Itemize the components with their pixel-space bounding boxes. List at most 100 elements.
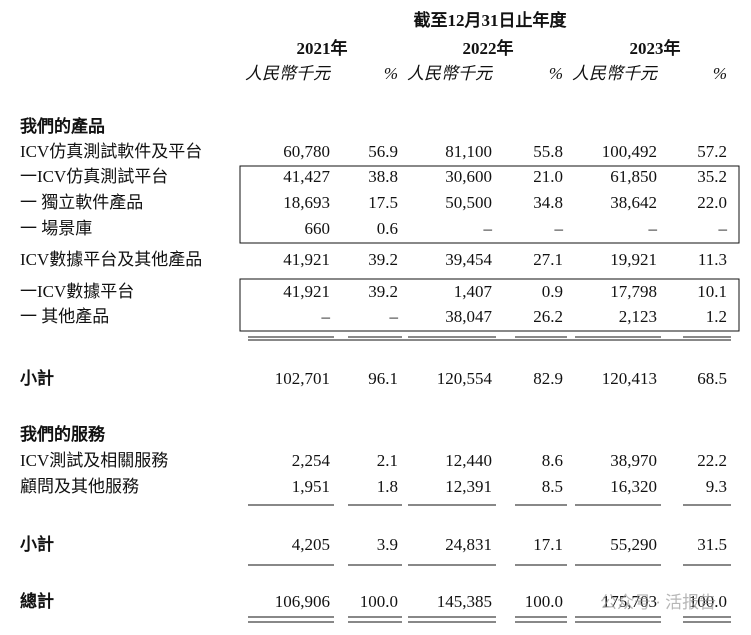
row-label: 我們的服務 xyxy=(20,424,106,444)
cell: 3.9 xyxy=(377,535,398,554)
cell: 17,798 xyxy=(610,282,657,301)
cell: 12,440 xyxy=(445,451,492,470)
row-label: 小計 xyxy=(20,368,54,388)
cell: 1.2 xyxy=(706,307,727,326)
cell: 55.8 xyxy=(533,142,563,161)
cell: 39.2 xyxy=(368,282,398,301)
cell: 8.5 xyxy=(542,477,563,496)
cell: 35.2 xyxy=(697,167,727,186)
cell: 22.2 xyxy=(697,451,727,470)
period-header: 截至12月31日止年度 xyxy=(414,10,568,30)
row-label: 一 場景庫 xyxy=(20,219,92,238)
cell: 82.9 xyxy=(533,369,563,388)
group-box xyxy=(239,165,740,244)
cell: 120,413 xyxy=(602,369,657,388)
unit-header: % xyxy=(384,64,398,83)
row-label: 一ICV數據平台 xyxy=(20,282,134,301)
cell: – xyxy=(321,307,331,326)
cell: 26.2 xyxy=(533,307,563,326)
unit-header: 人民幣千元 xyxy=(572,64,659,83)
unit-header: 人民幣千元 xyxy=(245,64,332,83)
row-label: 一 其他產品 xyxy=(20,307,109,326)
cell: 16,320 xyxy=(610,477,657,496)
cell: 9.3 xyxy=(706,477,727,496)
cell: 1,407 xyxy=(454,282,493,301)
cell: 145,385 xyxy=(437,592,492,611)
cell: 660 xyxy=(305,219,331,238)
cell: 17.1 xyxy=(533,535,563,554)
cell: 55,290 xyxy=(610,535,657,554)
cell: 41,427 xyxy=(283,167,330,186)
cell: – xyxy=(718,219,728,238)
cell: 0.6 xyxy=(377,219,398,238)
cell: 41,921 xyxy=(283,282,330,301)
row-label: ICV數據平台及其他產品 xyxy=(20,250,202,269)
cell: 22.0 xyxy=(697,193,727,212)
year-header: 2023年 xyxy=(630,38,681,58)
cell: 31.5 xyxy=(697,535,727,554)
cell: 120,554 xyxy=(437,369,493,388)
cell: – xyxy=(483,219,493,238)
cell: 2,123 xyxy=(619,307,657,326)
year-header: 2022年 xyxy=(463,38,514,58)
row-label: 一 獨立軟件產品 xyxy=(20,193,143,212)
cell: 81,100 xyxy=(445,142,492,161)
cell: 19,921 xyxy=(610,250,657,269)
cell: 38.8 xyxy=(368,167,398,186)
cell: 18,693 xyxy=(283,193,330,212)
cell: 100.0 xyxy=(360,592,398,611)
cell: 57.2 xyxy=(697,142,727,161)
cell: 34.8 xyxy=(533,193,563,212)
cell: 100.0 xyxy=(689,592,727,611)
cell: 102,701 xyxy=(275,369,330,388)
cell: 39.2 xyxy=(368,250,398,269)
cell: 30,600 xyxy=(445,167,492,186)
cell: 8.6 xyxy=(542,451,563,470)
cell: 100.0 xyxy=(525,592,563,611)
cell: 38,970 xyxy=(610,451,657,470)
watermark: 公众号 · 活报告 xyxy=(600,593,716,612)
cell: 1.8 xyxy=(377,477,398,496)
cell: 96.1 xyxy=(368,369,398,388)
unit-header: 人民幣千元 xyxy=(407,64,494,83)
row-label: ICV仿真測試軟件及平台 xyxy=(20,142,202,161)
cell: 4,205 xyxy=(292,535,330,554)
cell: 56.9 xyxy=(368,142,398,161)
year-header: 2021年 xyxy=(297,38,348,58)
cell: – xyxy=(648,219,658,238)
cell: 27.1 xyxy=(533,250,563,269)
cell: 106,906 xyxy=(275,592,330,611)
cell: 24,831 xyxy=(445,535,492,554)
unit-header: % xyxy=(549,64,563,83)
cell: 38,642 xyxy=(610,193,657,212)
row-label: 總計 xyxy=(20,591,54,611)
group-box xyxy=(239,278,740,332)
row-label: ICV測試及相關服務 xyxy=(20,451,168,470)
cell: 60,780 xyxy=(283,142,330,161)
cell: 2,254 xyxy=(292,451,331,470)
unit-header: % xyxy=(713,64,727,83)
cell: 100,492 xyxy=(602,142,657,161)
row-label: 一ICV仿真測試平台 xyxy=(20,167,168,186)
cell: 50,500 xyxy=(445,193,492,212)
row-label: 顧問及其他服務 xyxy=(20,477,139,496)
cell: 175,703 xyxy=(602,592,657,611)
cell: 1,951 xyxy=(292,477,330,496)
cell: 0.9 xyxy=(542,282,563,301)
cell: – xyxy=(389,307,399,326)
row-label: 我們的產品 xyxy=(20,116,105,136)
cell: – xyxy=(554,219,564,238)
cell: 10.1 xyxy=(697,282,727,301)
cell: 41,921 xyxy=(283,250,330,269)
cell: 38,047 xyxy=(445,307,492,326)
cell: 61,850 xyxy=(610,167,657,186)
cell: 11.3 xyxy=(698,250,727,269)
cell: 21.0 xyxy=(533,167,563,186)
row-label: 小計 xyxy=(20,534,54,554)
cell: 17.5 xyxy=(368,193,398,212)
cell: 2.1 xyxy=(377,451,398,470)
cell: 12,391 xyxy=(445,477,492,496)
cell: 39,454 xyxy=(445,250,492,269)
cell: 68.5 xyxy=(697,369,727,388)
